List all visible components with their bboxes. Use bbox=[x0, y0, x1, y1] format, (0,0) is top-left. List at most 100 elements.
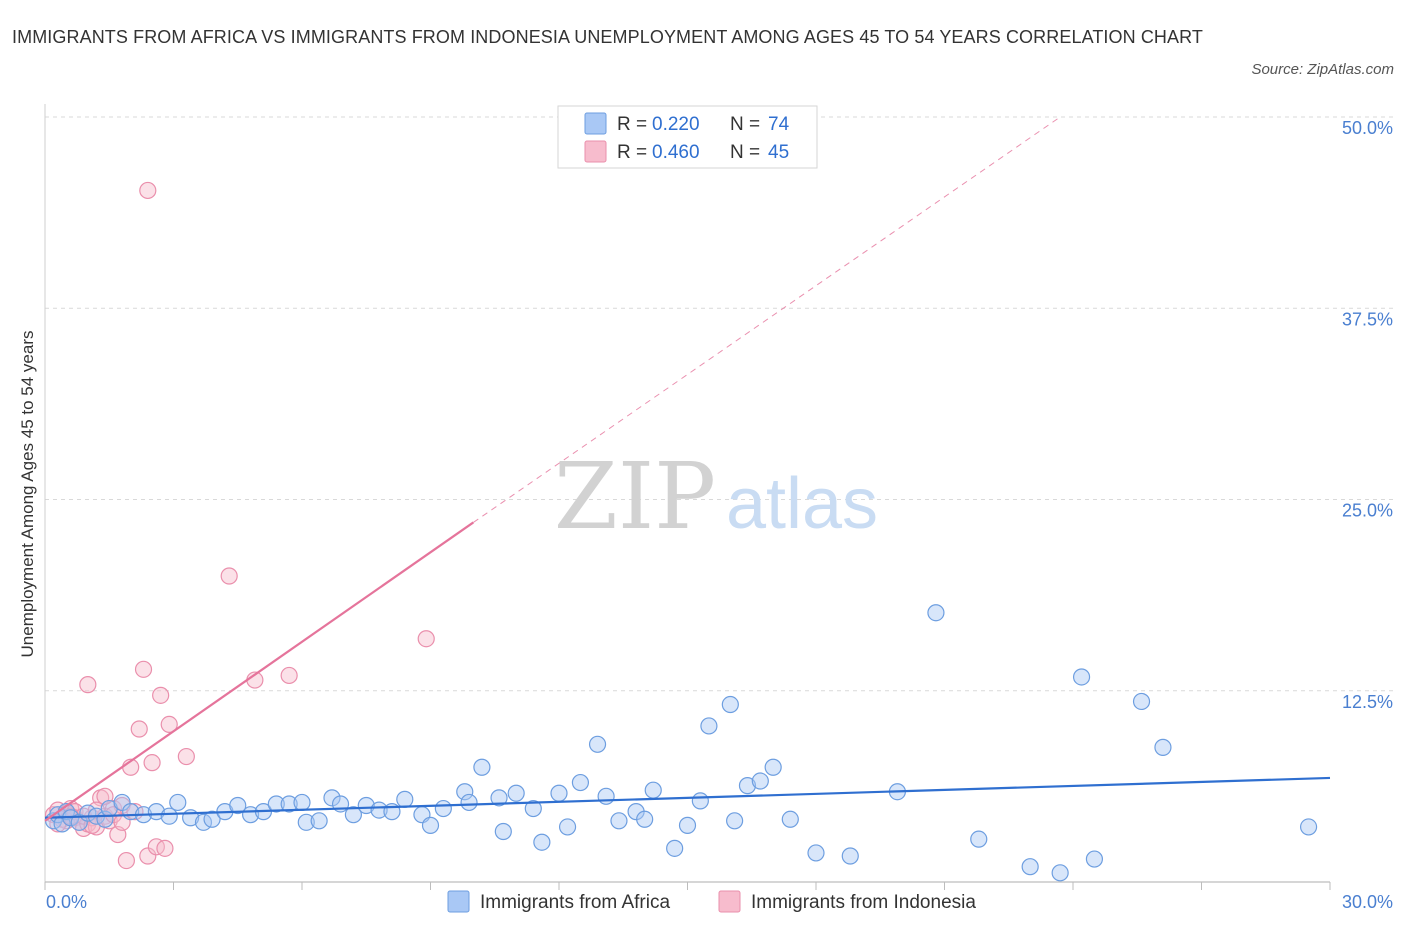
africa-point bbox=[370, 801, 388, 819]
legend-africa-r-label: R = bbox=[617, 114, 647, 135]
indonesia-point bbox=[134, 660, 153, 678]
indonesia-point bbox=[220, 567, 238, 585]
africa-point bbox=[1154, 738, 1172, 756]
africa-point bbox=[494, 822, 512, 841]
legend-indonesia-n-label: N = bbox=[730, 142, 760, 163]
legend: R = 0.220 N = 74 R = 0.460 N = 45 bbox=[557, 105, 818, 169]
indonesia-point bbox=[417, 630, 435, 648]
indonesia-point bbox=[147, 838, 165, 856]
africa-point bbox=[678, 816, 697, 834]
africa-point bbox=[147, 803, 165, 821]
legend-indonesia-r-label: R = bbox=[617, 142, 647, 163]
africa-point bbox=[781, 810, 799, 828]
africa-point bbox=[644, 781, 662, 799]
africa-point bbox=[70, 813, 88, 831]
africa-point bbox=[636, 810, 654, 828]
indonesia-point bbox=[117, 851, 135, 870]
africa-point bbox=[229, 796, 247, 815]
y-tick-label: 12.5% bbox=[1342, 692, 1393, 712]
indonesia-trend-extension bbox=[473, 116, 1061, 523]
africa-point bbox=[841, 847, 859, 865]
y-tick-label: 25.0% bbox=[1342, 501, 1393, 521]
africa-trend-line bbox=[44, 776, 1331, 819]
africa-point bbox=[280, 795, 298, 813]
x-tick-label-min: 0.0% bbox=[46, 892, 87, 912]
africa-point bbox=[700, 717, 718, 735]
africa-point bbox=[691, 792, 709, 810]
legend-africa-n-label: N = bbox=[730, 114, 760, 135]
legend-africa-r-value: 0.220 bbox=[652, 114, 700, 135]
africa-point bbox=[524, 799, 542, 818]
africa-point bbox=[1085, 850, 1104, 868]
africa-point bbox=[113, 793, 131, 812]
africa-point bbox=[558, 818, 577, 836]
series-legend-africa: Immigrants from Africa bbox=[480, 892, 670, 913]
y-tick-label: 50.0% bbox=[1342, 118, 1393, 138]
africa-point bbox=[610, 812, 628, 830]
africa-point bbox=[344, 806, 362, 824]
africa-point bbox=[588, 735, 607, 753]
africa-point bbox=[764, 758, 782, 776]
africa-point bbox=[293, 793, 311, 812]
watermark-zip: ZIP bbox=[554, 443, 716, 550]
africa-point bbox=[396, 790, 414, 808]
legend-indonesia-r-value: 0.460 bbox=[652, 142, 700, 163]
africa-point bbox=[456, 783, 474, 801]
indonesia-point bbox=[143, 754, 161, 772]
y-axis-label: Unemployment Among Ages 45 to 54 years bbox=[18, 331, 37, 658]
legend-indonesia-n-value: 45 bbox=[768, 142, 789, 163]
africa-point bbox=[1051, 864, 1069, 882]
africa-point bbox=[666, 839, 684, 857]
africa-point bbox=[751, 772, 769, 790]
y-tick-label: 37.5% bbox=[1342, 309, 1393, 329]
series-legend-swatch-africa bbox=[447, 890, 470, 913]
africa-point bbox=[533, 833, 551, 851]
indonesia-trend-line bbox=[44, 521, 474, 822]
africa-point bbox=[1021, 858, 1039, 876]
gridlines bbox=[45, 116, 1395, 692]
series-legend-indonesia: Immigrants from Indonesia bbox=[751, 892, 976, 913]
africa-point bbox=[1072, 668, 1091, 686]
africa-point bbox=[726, 812, 744, 830]
source-label: Source: ZipAtlas.com bbox=[1251, 61, 1394, 78]
series-africa-points bbox=[44, 604, 1318, 882]
africa-point bbox=[160, 807, 178, 825]
africa-point bbox=[970, 830, 988, 848]
africa-point bbox=[323, 789, 341, 807]
indonesia-point bbox=[130, 720, 148, 738]
africa-point bbox=[434, 799, 452, 818]
africa-point bbox=[1299, 818, 1318, 836]
chart-title: IMMIGRANTS FROM AFRICA VS IMMIGRANTS FRO… bbox=[12, 27, 1204, 47]
africa-point bbox=[550, 784, 568, 802]
indonesia-point bbox=[139, 181, 157, 200]
africa-point bbox=[1132, 692, 1151, 711]
africa-point bbox=[473, 758, 491, 776]
africa-point bbox=[490, 789, 508, 807]
africa-point bbox=[357, 796, 375, 815]
africa-point bbox=[807, 844, 825, 862]
series-indonesia-points bbox=[44, 181, 435, 870]
axes: 12.5% 25.0% 37.5% 50.0% 0.0% 30.0% bbox=[44, 104, 1393, 912]
africa-point bbox=[571, 773, 590, 792]
legend-africa-n-value: 74 bbox=[768, 114, 790, 135]
series-legend: Immigrants from Africa Immigrants from I… bbox=[447, 890, 976, 913]
indonesia-point bbox=[280, 666, 298, 685]
x-tick-label-max: 30.0% bbox=[1342, 892, 1393, 912]
africa-point bbox=[460, 793, 478, 812]
africa-point bbox=[507, 784, 525, 802]
africa-point bbox=[421, 816, 440, 834]
indonesia-point bbox=[156, 839, 174, 857]
indonesia-point bbox=[79, 676, 97, 694]
indonesia-point bbox=[152, 686, 170, 704]
africa-point bbox=[721, 695, 739, 714]
legend-swatch-indonesia bbox=[584, 140, 607, 163]
africa-point bbox=[169, 793, 187, 812]
watermark: ZIP atlas bbox=[554, 443, 878, 550]
africa-point bbox=[267, 795, 285, 813]
indonesia-point bbox=[177, 747, 195, 766]
indonesia-point bbox=[139, 847, 157, 865]
trend-lines bbox=[44, 116, 1331, 822]
africa-point bbox=[597, 787, 615, 805]
watermark-atlas: atlas bbox=[726, 464, 878, 544]
